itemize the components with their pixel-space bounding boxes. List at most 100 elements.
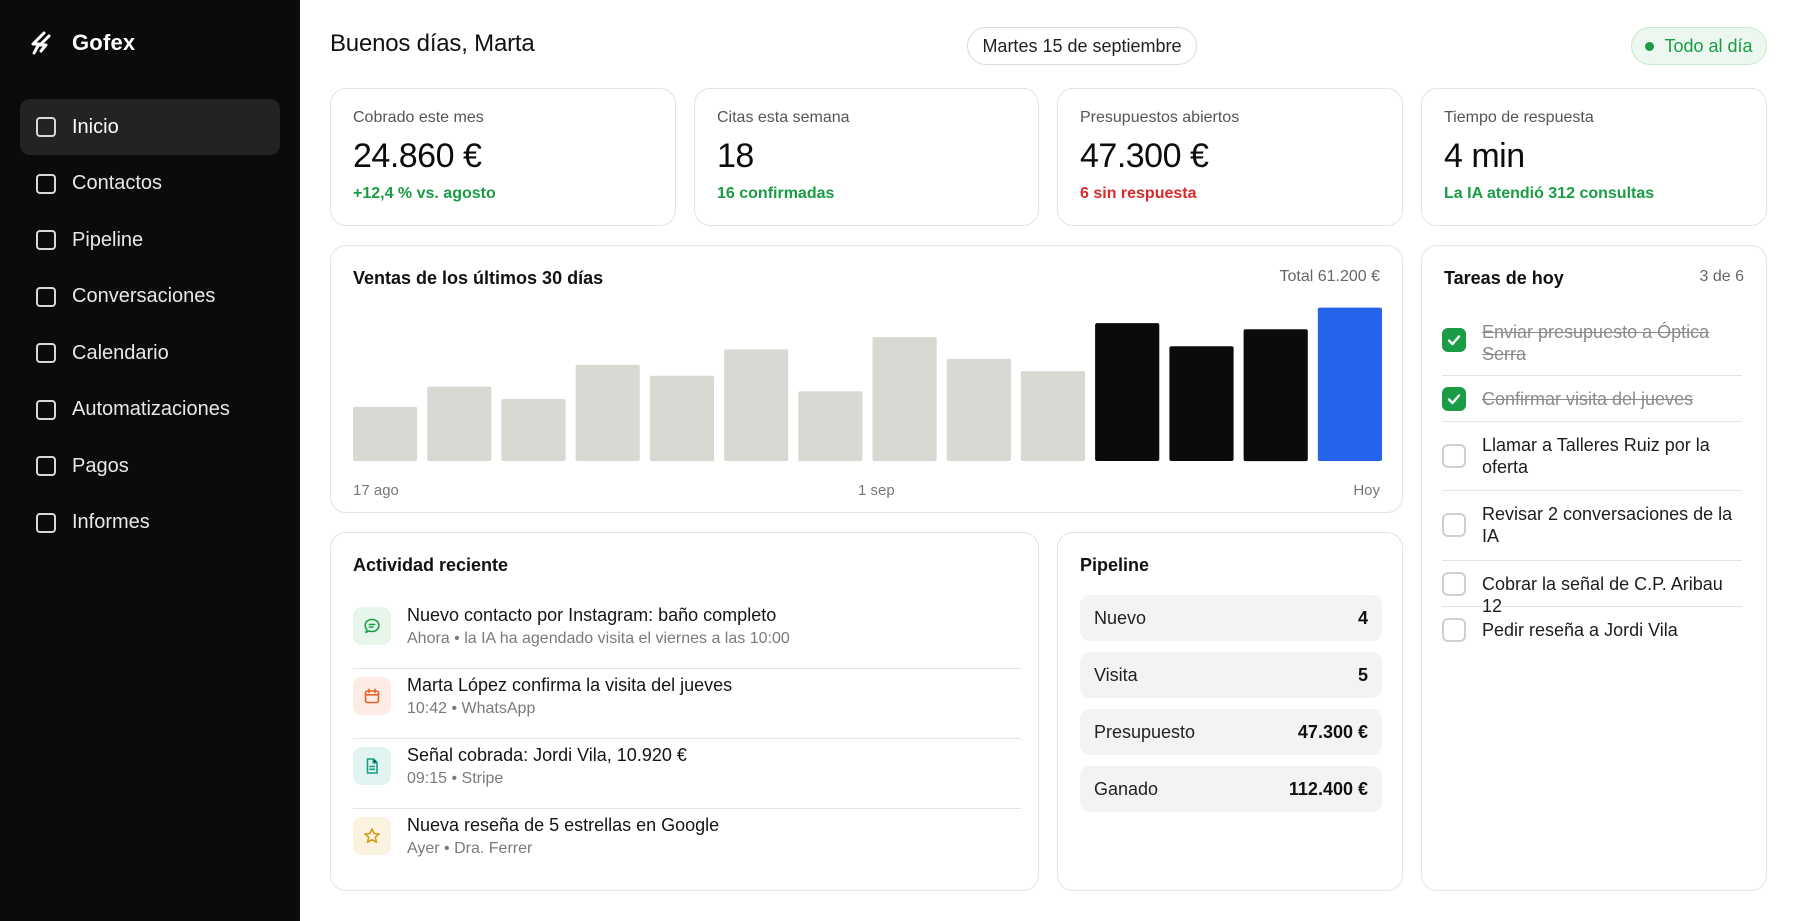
sidebar-item-inicio[interactable]: Inicio bbox=[20, 99, 280, 155]
sales-bar[interactable] bbox=[1243, 329, 1308, 462]
calendar-nav-icon bbox=[36, 343, 56, 363]
kpi-label: Tiempo de respuesta bbox=[1444, 109, 1594, 126]
task-item[interactable]: Enviar presupuesto a Óptica Serra bbox=[1442, 316, 1742, 376]
chat-bubble-icon bbox=[353, 607, 391, 645]
task-item[interactable]: Pedir reseña a Jordi Vila bbox=[1442, 607, 1742, 653]
task-item[interactable]: Llamar a Talleres Ruiz por la oferta bbox=[1442, 422, 1742, 491]
sales-bar[interactable] bbox=[427, 386, 492, 461]
contacts-icon bbox=[36, 173, 56, 194]
sidebar-item-calendario[interactable]: Calendario bbox=[20, 325, 280, 381]
activity-meta: Ayer • Dra. Ferrer bbox=[407, 840, 533, 857]
task-checkbox[interactable] bbox=[1442, 328, 1466, 352]
kpi-subtext: +12,4 % vs. agosto bbox=[353, 185, 496, 202]
pipeline-row-nuevo[interactable]: Nuevo 4 bbox=[1080, 595, 1382, 641]
activity-title: Actividad reciente bbox=[353, 555, 509, 575]
kpi-card-cobrado[interactable]: Cobrado este mes 24.860 € +12,4 % vs. ag… bbox=[330, 88, 676, 226]
sales-bar[interactable] bbox=[353, 406, 418, 462]
sidebar-item-pipeline[interactable]: Pipeline bbox=[20, 212, 280, 268]
activity-item[interactable]: Nuevo contacto por Instagram: baño compl… bbox=[353, 599, 1021, 669]
star-icon bbox=[353, 817, 391, 855]
task-item[interactable]: Confirmar visita del jueves bbox=[1442, 376, 1742, 422]
sales-bar[interactable] bbox=[1317, 307, 1382, 461]
sales-bar[interactable] bbox=[501, 399, 566, 461]
activity-item[interactable]: Nueva reseña de 5 estrellas en Google Ay… bbox=[353, 809, 1021, 879]
document-icon bbox=[353, 747, 391, 785]
sidebar-item-label: Contactos bbox=[72, 172, 163, 194]
sidebar-item-informes[interactable]: Informes bbox=[20, 495, 280, 551]
sales-bar[interactable] bbox=[946, 358, 1011, 461]
pipeline-title: Pipeline bbox=[1080, 555, 1150, 575]
sidebar-item-pagos[interactable]: Pagos bbox=[20, 438, 280, 494]
check-icon bbox=[1447, 394, 1461, 405]
pipeline-row-visita[interactable]: Visita 5 bbox=[1080, 652, 1382, 698]
task-text: Pedir reseña a Jordi Vila bbox=[1482, 620, 1678, 640]
activity-title-text: Nuevo contacto por Instagram: baño compl… bbox=[407, 605, 777, 625]
kpi-label: Cobrado este mes bbox=[353, 109, 484, 126]
sales-bar[interactable] bbox=[872, 337, 937, 461]
sidebar-item-label: Conversaciones bbox=[72, 285, 216, 307]
home-icon bbox=[36, 117, 56, 137]
task-checkbox[interactable] bbox=[1442, 387, 1466, 411]
sidebar-item-automatizaciones[interactable]: Automatizaciones bbox=[20, 382, 280, 438]
tasks-card: Tareas de hoy 3 de 6 Enviar presupuesto … bbox=[1421, 245, 1767, 891]
sales-bar[interactable] bbox=[798, 391, 863, 462]
task-text: Cobrar la señal de C.P. Aribau 12 bbox=[1482, 574, 1723, 616]
kpi-value: 24.860 € bbox=[353, 137, 482, 175]
sidebar-item-label: Pipeline bbox=[72, 228, 144, 251]
status-label: Todo al día bbox=[1664, 35, 1753, 56]
sidebar-item-conversaciones[interactable]: Conversaciones bbox=[20, 269, 280, 325]
kpi-subtext: La IA atendió 312 consultas bbox=[1444, 185, 1655, 202]
task-checkbox[interactable] bbox=[1442, 444, 1466, 468]
kpi-label: Presupuestos abiertos bbox=[1080, 109, 1240, 126]
task-text: Revisar 2 conversaciones de la IA bbox=[1482, 504, 1733, 546]
task-checkbox[interactable] bbox=[1442, 572, 1466, 596]
sales-bar[interactable] bbox=[1020, 371, 1086, 461]
task-checkbox[interactable] bbox=[1442, 618, 1466, 642]
sidebar-item-label: Calendario bbox=[72, 341, 169, 364]
sidebar-nav: Inicio Contactos Pipeline Conversaciones… bbox=[20, 99, 280, 551]
x-tick-label: Hoy bbox=[1353, 482, 1380, 499]
sales-bar-chart bbox=[353, 307, 1382, 462]
reports-icon bbox=[36, 512, 56, 533]
sidebar-item-contactos[interactable]: Contactos bbox=[20, 156, 280, 212]
pipeline-row-ganado[interactable]: Ganado 112.400 € bbox=[1080, 766, 1382, 812]
activity-item[interactable]: Señal cobrada: Jordi Vila, 10.920 € 09:1… bbox=[353, 739, 1021, 809]
kpi-card-presupuestos[interactable]: Presupuestos abiertos 47.300 € 6 sin res… bbox=[1057, 88, 1403, 226]
activity-meta: Ahora • la IA ha agendado visita el vier… bbox=[407, 630, 790, 647]
task-item[interactable]: Cobrar la señal de C.P. Aribau 12 bbox=[1442, 561, 1742, 616]
sidebar-item-label: Informes bbox=[72, 511, 150, 533]
sales-bar[interactable] bbox=[1095, 323, 1160, 461]
pipeline-icon bbox=[36, 230, 56, 250]
date-selector[interactable]: Martes 15 de septiembre bbox=[967, 27, 1197, 65]
payments-icon bbox=[36, 456, 56, 476]
kpi-card-tiempo[interactable]: Tiempo de respuesta 4 min La IA atendió … bbox=[1421, 88, 1767, 226]
sales-bar[interactable] bbox=[724, 349, 789, 461]
lightning-logo-icon bbox=[31, 31, 51, 55]
sidebar-item-label: Inicio bbox=[72, 115, 119, 138]
brand[interactable]: Gofex bbox=[28, 30, 135, 56]
task-checkbox[interactable] bbox=[1442, 513, 1466, 537]
kpi-label: Citas esta semana bbox=[717, 109, 850, 126]
kpi-card-citas[interactable]: Citas esta semana 18 16 confirmadas bbox=[694, 88, 1039, 226]
status-dot-icon bbox=[1645, 41, 1655, 51]
activity-title-text: Señal cobrada: Jordi Vila, 10.920 € bbox=[407, 745, 687, 765]
sidebar: Gofex Inicio Contactos Pipeline Conversa… bbox=[0, 0, 300, 921]
status-badge[interactable]: Todo al día bbox=[1631, 27, 1767, 65]
automations-icon bbox=[36, 399, 56, 420]
pipeline-row-presupuesto[interactable]: Presupuesto 47.300 € bbox=[1080, 709, 1382, 755]
page-title: Buenos días, Marta bbox=[330, 30, 535, 57]
pipeline-value: 112.400 € bbox=[1288, 778, 1368, 799]
calendar-icon bbox=[353, 677, 391, 715]
sales-bar[interactable] bbox=[649, 375, 715, 462]
sales-bar[interactable] bbox=[1169, 346, 1234, 461]
task-text: Enviar presupuesto a Óptica Serra bbox=[1482, 322, 1710, 364]
activity-item[interactable]: Marta López confirma la visita del jueve… bbox=[353, 669, 1021, 739]
pipeline-label: Visita bbox=[1094, 664, 1138, 685]
x-tick-label: 1 sep bbox=[858, 482, 895, 499]
sales-bar[interactable] bbox=[575, 364, 640, 461]
kpi-subtext: 6 sin respuesta bbox=[1080, 185, 1197, 202]
sales-chart-card: Ventas de los últimos 30 días Total 61.2… bbox=[330, 245, 1403, 513]
activity-card: Actividad reciente Nuevo contacto por In… bbox=[330, 532, 1039, 891]
task-item[interactable]: Revisar 2 conversaciones de la IA bbox=[1442, 491, 1742, 561]
